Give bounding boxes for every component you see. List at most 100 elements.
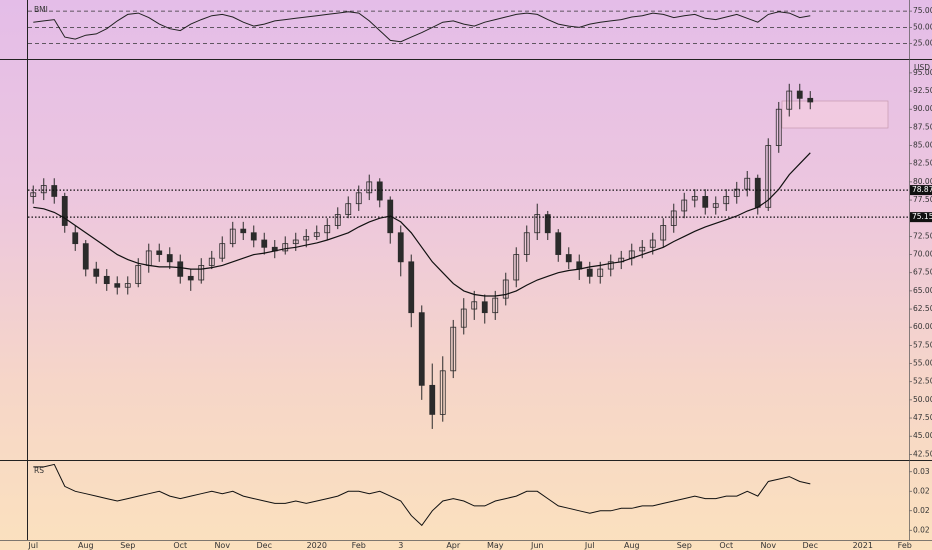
x-tick-label: Dec bbox=[803, 541, 818, 550]
level-tag bbox=[910, 185, 932, 196]
y-tick-label: 55.00 bbox=[913, 359, 932, 368]
y-tick-label: 62.50 bbox=[913, 304, 932, 313]
y-tick-label: 0.02 bbox=[913, 486, 930, 495]
x-tick-label: Feb bbox=[352, 541, 366, 550]
y-tick-label: 60.00 bbox=[913, 322, 932, 331]
candle-body bbox=[649, 239, 656, 248]
candle-body bbox=[261, 239, 268, 248]
candle-body bbox=[313, 232, 320, 237]
candle-body bbox=[807, 97, 814, 103]
candle-body bbox=[670, 210, 677, 226]
y-tick-label: 0.02 bbox=[913, 506, 930, 515]
candle-body bbox=[156, 250, 163, 255]
x-tick-label: Dec bbox=[257, 541, 272, 550]
y-tick-label: 50.00 bbox=[913, 395, 932, 404]
candle-body bbox=[576, 261, 583, 270]
x-tick-label: Aug bbox=[78, 541, 94, 550]
x-tick-label: Feb bbox=[898, 541, 912, 550]
candle-body bbox=[114, 283, 121, 288]
y-tick-label: 72.50 bbox=[913, 231, 932, 240]
candle-body bbox=[492, 297, 499, 314]
candle-body bbox=[82, 243, 89, 270]
y-tick-label: 50.00 bbox=[913, 22, 932, 31]
x-tick-label: Aug bbox=[624, 541, 640, 550]
candle-body bbox=[124, 283, 131, 288]
candle-body bbox=[240, 228, 247, 234]
line-series bbox=[33, 11, 811, 43]
y-tick-label: 47.50 bbox=[913, 413, 932, 422]
x-tick-label: Oct bbox=[173, 541, 187, 550]
x-tick-label: Sep bbox=[677, 541, 692, 550]
line-series bbox=[33, 463, 811, 527]
x-tick-label: Jul bbox=[584, 541, 595, 550]
y-tick-label: 0.02 bbox=[913, 525, 930, 534]
candle-body bbox=[93, 268, 100, 277]
level-label: 78.87 bbox=[912, 185, 932, 194]
candle-body bbox=[471, 301, 478, 310]
y-tick-label: 80.00 bbox=[913, 177, 932, 186]
candle-body bbox=[597, 268, 604, 277]
y-tick-label: 42.50 bbox=[913, 449, 932, 458]
candle-body bbox=[786, 90, 793, 110]
candle-body bbox=[586, 268, 593, 277]
candle-body bbox=[376, 181, 383, 201]
candle-body bbox=[744, 177, 751, 190]
candle-body bbox=[40, 185, 47, 194]
panel-title: RS bbox=[34, 466, 44, 475]
candle-body bbox=[639, 246, 646, 252]
x-tick-label: Nov bbox=[214, 541, 230, 550]
candle-body bbox=[198, 265, 205, 281]
candle-body bbox=[691, 196, 698, 201]
candle-body bbox=[534, 214, 541, 234]
x-tick-label: Jun bbox=[530, 541, 544, 550]
candle-body bbox=[723, 196, 730, 205]
candle-body bbox=[408, 261, 415, 314]
y-tick-label: 77.50 bbox=[913, 195, 932, 204]
candle-body bbox=[702, 196, 709, 208]
panel-title: BMI bbox=[34, 5, 48, 14]
x-tick-label: 2020 bbox=[307, 541, 327, 550]
x-tick-label: Nov bbox=[760, 541, 776, 550]
y-tick-label: 45.00 bbox=[913, 431, 932, 440]
candle-body bbox=[345, 203, 352, 215]
candle-body bbox=[660, 225, 667, 241]
candle-body bbox=[292, 239, 299, 245]
x-tick-label: Jul bbox=[27, 541, 38, 550]
candle-body bbox=[250, 232, 257, 241]
x-tick-label: May bbox=[487, 541, 504, 550]
candle-body bbox=[544, 214, 551, 234]
candle-body bbox=[733, 188, 740, 197]
candle-body bbox=[460, 308, 467, 328]
candle-body bbox=[754, 177, 761, 208]
x-tick-label: Apr bbox=[446, 541, 461, 550]
candle-body bbox=[208, 257, 215, 266]
x-tick-label: 2021 bbox=[853, 541, 873, 550]
candle-body bbox=[418, 312, 425, 386]
candle-body bbox=[355, 192, 362, 205]
candle-body bbox=[187, 275, 194, 281]
axis-unit: USD bbox=[914, 63, 930, 72]
candle-body bbox=[397, 232, 404, 263]
candle-body bbox=[555, 232, 562, 255]
y-tick-label: 85.00 bbox=[913, 141, 932, 150]
candle-body bbox=[502, 279, 509, 299]
y-tick-label: 82.50 bbox=[913, 159, 932, 168]
y-tick-label: 52.50 bbox=[913, 377, 932, 386]
y-tick-label: 70.00 bbox=[913, 250, 932, 259]
candle-body bbox=[429, 384, 436, 415]
candle-body bbox=[51, 185, 58, 197]
y-tick-label: 0.03 bbox=[913, 467, 930, 476]
candle-body bbox=[796, 90, 803, 99]
candle-body bbox=[166, 254, 173, 263]
candle-body bbox=[366, 181, 373, 194]
candle-body bbox=[523, 232, 530, 255]
candle-body bbox=[229, 228, 236, 245]
candle-body bbox=[303, 235, 310, 241]
y-tick-label: 57.50 bbox=[913, 340, 932, 349]
candle-body bbox=[135, 265, 142, 285]
candle-body bbox=[513, 254, 520, 281]
candle-body bbox=[450, 326, 457, 372]
level-label: 75.15 bbox=[912, 212, 932, 221]
y-tick-label: 92.50 bbox=[913, 86, 932, 95]
